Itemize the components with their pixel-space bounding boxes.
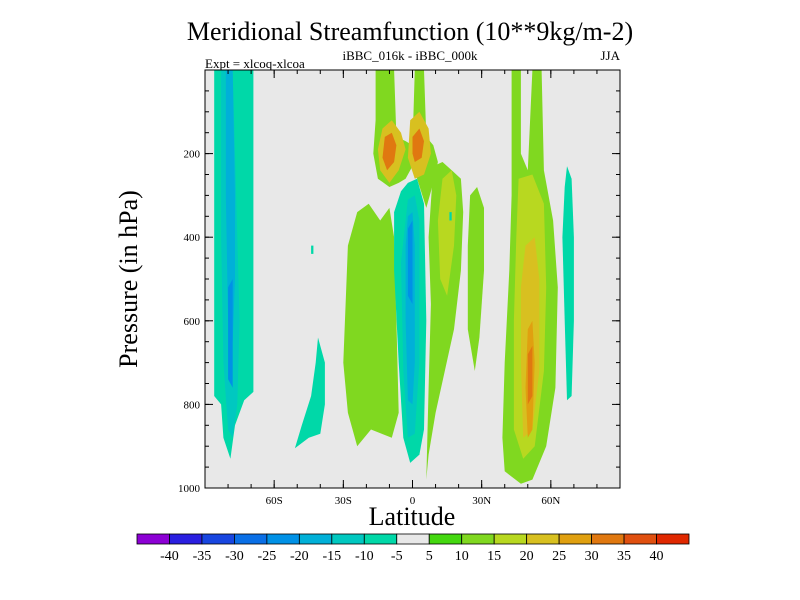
region-nh-trop-inner xyxy=(437,170,457,296)
colorbar-label: -15 xyxy=(322,549,341,564)
colorbar-label: -20 xyxy=(290,549,309,564)
x-tick-label: 60N xyxy=(541,495,560,507)
colorbar-label: 30 xyxy=(585,549,599,564)
colorbar-swatch xyxy=(169,533,203,545)
colorbar-swatch xyxy=(526,533,560,545)
colorbar-swatch xyxy=(298,533,333,545)
region-tropical-upper-peak-b xyxy=(412,128,424,162)
colorbar-swatch xyxy=(493,533,528,545)
colorbar-label: 5 xyxy=(426,549,433,564)
region-tropical-upper-peak-a xyxy=(382,132,397,171)
colorbar-label: 15 xyxy=(487,549,501,564)
x-axis-label: Latitude xyxy=(369,502,456,531)
colorbar-swatch xyxy=(396,533,430,545)
x-tick-label: 0 xyxy=(410,495,416,507)
x-tick-label: 60S xyxy=(266,495,283,507)
colorbar-label: 20 xyxy=(520,549,534,564)
colorbar-swatch xyxy=(656,533,690,545)
colorbar-label: 25 xyxy=(552,549,566,564)
chart-subtitle: iBBC_016k - iBBC_000k xyxy=(342,48,478,63)
colorbar-label: 10 xyxy=(455,549,469,564)
colorbar-label: 40 xyxy=(650,549,664,564)
colorbar-swatch xyxy=(266,533,300,545)
colorbar-swatch xyxy=(363,533,398,545)
colorbar-label: -30 xyxy=(225,549,244,564)
colorbar-label: 35 xyxy=(617,549,631,564)
axis-ticks: 60S 30S 0 30N 60N 200 400 600 800 1000 xyxy=(178,70,620,507)
experiment-label: Expt = xlcoq-xlcoa xyxy=(205,56,305,71)
colorbar-label: -5 xyxy=(391,549,403,564)
colorbar-label: -40 xyxy=(160,549,179,564)
colorbar-swatch xyxy=(201,533,235,545)
colorbar-swatch xyxy=(461,533,495,545)
y-tick-label: 1000 xyxy=(178,483,201,495)
region-sh-polar-inner xyxy=(225,70,235,342)
colorbar: -40 -35 -30 -25 -20 -15 -10 -5 5 10 15 20 25 30 35 40 xyxy=(136,533,690,564)
colorbar-swatch xyxy=(331,533,365,545)
region-sh-polar-center xyxy=(228,279,233,388)
colorbar-swatch xyxy=(136,533,170,545)
region-nh-tropic-stripe xyxy=(467,187,484,371)
y-tick-label: 200 xyxy=(184,149,201,161)
y-tick-label: 600 xyxy=(184,316,201,328)
y-tick-label: 400 xyxy=(184,232,201,244)
chart-title: Meridional Streamfunction (10**9kg/m-2) xyxy=(187,17,633,46)
colorbar-label: -25 xyxy=(258,549,277,564)
region-nh-trop-dot xyxy=(449,212,452,221)
colorbar-swatch xyxy=(558,533,592,545)
colorbar-swatch xyxy=(623,533,657,545)
y-tick-label: 800 xyxy=(184,399,201,411)
region-equatorial-cell-peak xyxy=(407,220,413,305)
region-sh-midlat-blob xyxy=(294,337,325,449)
x-tick-label: 30N xyxy=(472,495,491,507)
region-sh-small-tick xyxy=(311,245,314,254)
region-nh-midlat-center xyxy=(527,345,533,405)
season-label: JJA xyxy=(600,48,620,63)
contour-regions xyxy=(214,70,574,484)
colorbar-label: -10 xyxy=(355,549,374,564)
y-axis-label: Pressure (in hPa) xyxy=(114,190,143,368)
region-nh-polar-stripe xyxy=(562,166,574,401)
colorbar-swatch xyxy=(428,533,463,545)
colorbar-swatch xyxy=(591,533,625,545)
region-sh-subtropical-cell xyxy=(343,203,399,447)
colorbar-swatch xyxy=(234,533,268,545)
x-tick-label: 30S xyxy=(335,495,352,507)
colorbar-label: -35 xyxy=(193,549,212,564)
